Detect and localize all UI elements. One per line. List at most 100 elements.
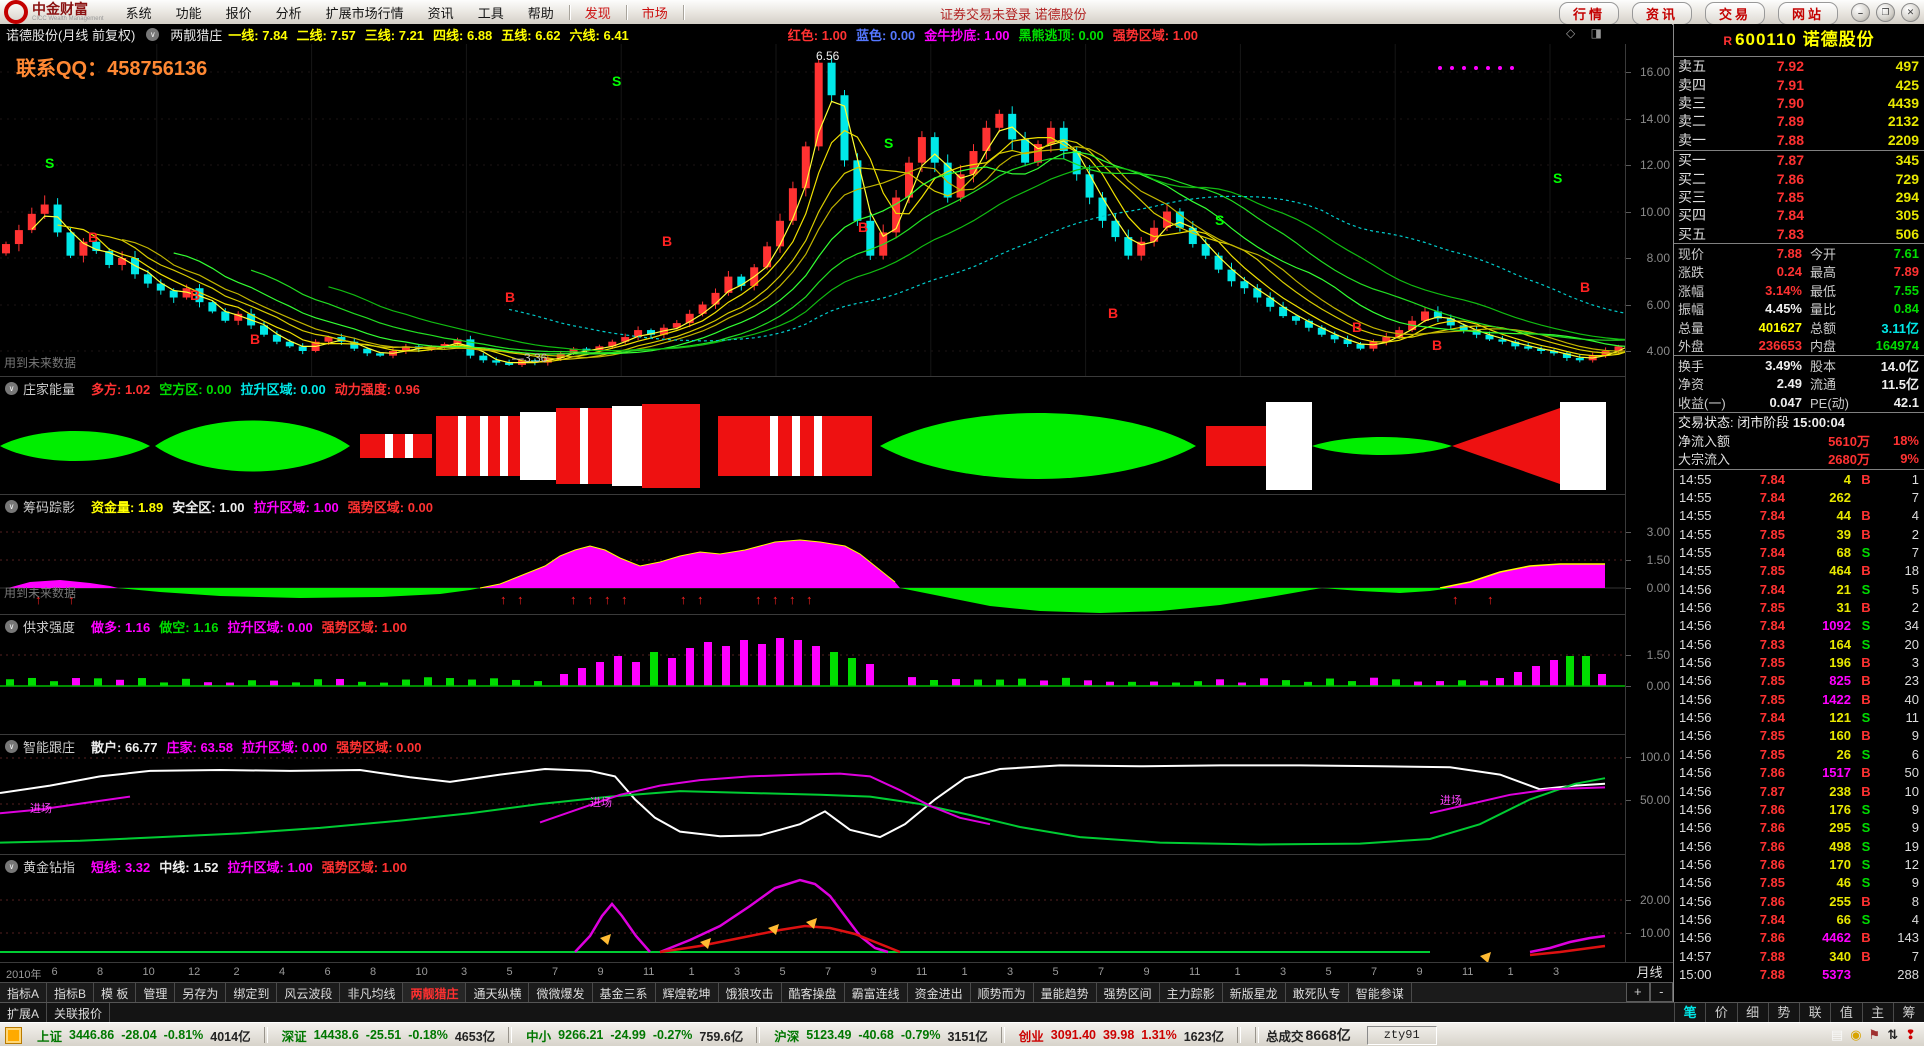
axis-label: 0.00 — [1646, 679, 1670, 693]
tick-list[interactable]: 14:55 7.84 4 B 1 14:55 7.84 262 7 14:55 7.84 44 B 4 14… — [1674, 469, 1924, 984]
tick-row: 14:56 7.86 255 B 8 — [1674, 892, 1924, 910]
menu-item-报价[interactable]: 报价 — [225, 5, 252, 21]
index-深证[interactable]: 深证 14438.6 -25.51 -0.18% 4653亿 — [275, 1026, 496, 1045]
quote-tab-值[interactable]: 值 — [1830, 1003, 1861, 1023]
menu-item-扩展市场行情[interactable]: 扩展市场行情 — [325, 5, 404, 21]
menu-item-功能[interactable]: 功能 — [175, 5, 202, 21]
tick-time: 14:56 — [1679, 801, 1712, 817]
sort-icon[interactable]: ⇅ — [1887, 1027, 1899, 1042]
main-candlestick-chart[interactable]: S S S S S B B B B B B B B B B 6.56 —3.36 — [0, 44, 1626, 376]
index-中小[interactable]: 中小 9266.21 -24.99 -0.27% 759.6亿 — [519, 1026, 743, 1045]
quick-button-行情[interactable]: 行情 — [1558, 2, 1619, 25]
tab-非凡均线[interactable]: 非凡均线 — [340, 983, 404, 1003]
panel-zhuangjia-canvas[interactable] — [0, 398, 1626, 494]
doc-icon[interactable]: ▤ — [1830, 1027, 1844, 1042]
menu-item-系统[interactable]: 系统 — [125, 5, 152, 21]
quote-tab-笔[interactable]: 笔 — [1674, 1003, 1705, 1023]
tab-霸富连线[interactable]: 霸富连线 — [845, 983, 908, 1003]
panel-gongqiu-canvas[interactable] — [0, 636, 1626, 734]
chevron-down-icon[interactable]: ∨ — [5, 381, 18, 395]
quote-tab-价[interactable]: 价 — [1705, 1003, 1736, 1023]
ask-row[interactable]: 卖五 7.92 497 — [1674, 57, 1924, 75]
close-button[interactable]: ✕ — [1901, 3, 1920, 22]
tab-指标B[interactable]: 指标B — [47, 983, 95, 1003]
tab-绑定到[interactable]: 绑定到 — [226, 983, 278, 1003]
menu-item-资讯[interactable]: 资讯 — [427, 5, 454, 21]
quote-tab-联[interactable]: 联 — [1799, 1003, 1830, 1023]
quote-tab-主[interactable]: 主 — [1861, 1003, 1893, 1023]
bid-row[interactable]: 买五 7.83 506 — [1674, 225, 1924, 243]
menu-item-帮助[interactable]: 帮助 — [527, 5, 554, 21]
quote-tab-筹[interactable]: 筹 — [1892, 1003, 1924, 1023]
quote-tab-势[interactable]: 势 — [1767, 1003, 1799, 1023]
ask-row[interactable]: 卖四 7.91 425 — [1674, 75, 1924, 93]
tab-关联报价[interactable]: 关联报价 — [47, 1003, 111, 1023]
quick-button-资讯[interactable]: 资讯 — [1631, 2, 1692, 25]
tab-辉煌乾坤[interactable]: 辉煌乾坤 — [656, 983, 719, 1003]
tab-微微爆发[interactable]: 微微爆发 — [529, 983, 593, 1003]
quote-tab-细[interactable]: 细 — [1736, 1003, 1768, 1023]
quick-button-交易[interactable]: 交易 — [1704, 2, 1765, 25]
divider — [1255, 1027, 1260, 1043]
tab-饿狼攻击[interactable]: 饿狼攻击 — [719, 983, 782, 1003]
stock-header[interactable]: R 600110 诺德股份 — [1674, 24, 1924, 57]
panel-chouma-canvas[interactable]: ↑ ↑ ↑ ↑ ↑ ↑ ↑ ↑ ↑ ↑ ↑ ↑ ↑ ↑ ↑ ↑ — [0, 516, 1626, 614]
tick-side: S — [1861, 820, 1871, 836]
tab-资金进出[interactable]: 资金进出 — [908, 983, 971, 1003]
tab-新版星龙[interactable]: 新版星龙 — [1223, 983, 1286, 1003]
tick-time: 14:56 — [1679, 636, 1712, 652]
tab-管理[interactable]: 管理 — [136, 983, 176, 1003]
panel-zhineng-canvas[interactable]: 进场 进场 进场 — [0, 756, 1626, 854]
chevron-down-icon[interactable]: ∨ — [5, 619, 18, 633]
tab-敢死队专[interactable]: 敢死队专 — [1286, 983, 1349, 1003]
tab-两靓猎庄[interactable]: 两靓猎庄 — [403, 983, 467, 1003]
tab-酷客操盘[interactable]: 酷客操盘 — [782, 983, 845, 1003]
layout-toggle-icons[interactable]: ◇ ◨ — [1566, 26, 1608, 40]
pin-icon[interactable]: ⚑ — [1868, 1027, 1881, 1042]
restore-button[interactable]: ❐ — [1876, 3, 1895, 22]
status-app-icon[interactable] — [5, 1026, 22, 1044]
ask-row[interactable]: 卖一 7.88 2209 — [1674, 131, 1924, 149]
tab-模 板[interactable]: 模 板 — [94, 983, 137, 1003]
menu-item-市场[interactable]: 市场 — [641, 5, 668, 21]
ask-row[interactable]: 卖三 7.90 4439 — [1674, 94, 1924, 112]
stat-value: 7.61 — [1893, 245, 1919, 261]
tab-指标A[interactable]: 指标A — [0, 983, 48, 1003]
alert-icon[interactable]: ❢ — [1905, 1027, 1916, 1042]
bid-row[interactable]: 买一 7.87 345 — [1674, 151, 1924, 169]
tab-基金三系[interactable]: 基金三系 — [593, 983, 656, 1003]
zoom-out-button[interactable]: - — [1649, 982, 1673, 1002]
tick-time: 14:55 — [1679, 545, 1712, 561]
chevron-down-icon[interactable]: ∨ — [5, 859, 18, 873]
indicator-name[interactable]: 两靓猎庄 — [170, 27, 223, 43]
tab-智能参谋[interactable]: 智能参谋 — [1349, 983, 1412, 1003]
index-沪深[interactable]: 沪深 5123.49 -40.68 -0.79% 3151亿 — [767, 1026, 988, 1045]
bid-row[interactable]: 买四 7.84 305 — [1674, 206, 1924, 224]
period-label[interactable]: 月线 — [1626, 962, 1673, 983]
tab-量能趋势[interactable]: 量能趋势 — [1034, 983, 1097, 1003]
menu-item-工具[interactable]: 工具 — [477, 5, 504, 21]
menu-item-分析[interactable]: 分析 — [275, 5, 302, 21]
tab-通天纵横[interactable]: 通天纵横 — [466, 983, 530, 1003]
quick-button-网站[interactable]: 网站 — [1777, 2, 1838, 25]
tab-强势区间[interactable]: 强势区间 — [1097, 983, 1160, 1003]
bid-row[interactable]: 买三 7.85 294 — [1674, 188, 1924, 206]
minimize-button[interactable]: – — [1851, 3, 1870, 22]
chevron-down-icon[interactable]: ∨ — [5, 739, 18, 753]
chevron-down-icon[interactable]: ∨ — [146, 27, 160, 41]
index-上证[interactable]: 上证 3446.86 -28.04 -0.81% 4014亿 — [30, 1026, 251, 1045]
tab-风云波段[interactable]: 风云波段 — [277, 983, 341, 1003]
chevron-down-icon[interactable]: ∨ — [5, 499, 18, 513]
menu-item-发现[interactable]: 发现 — [584, 5, 611, 21]
level-volume: 729 — [1895, 170, 1919, 187]
tab-主力踪影[interactable]: 主力踪影 — [1160, 983, 1223, 1003]
tab-顺势而为[interactable]: 顺势而为 — [971, 983, 1034, 1003]
bid-row[interactable]: 买二 7.86 729 — [1674, 169, 1924, 187]
index-创业[interactable]: 创业 3091.40 39.98 1.31% 1623亿 — [1012, 1026, 1224, 1045]
panel-huangjin-canvas[interactable] — [0, 876, 1626, 962]
tab-扩展A[interactable]: 扩展A — [0, 1003, 48, 1023]
tab-另存为[interactable]: 另存为 — [175, 983, 227, 1003]
coin-icon[interactable]: ◉ — [1850, 1027, 1862, 1042]
zoom-in-button[interactable]: + — [1626, 982, 1650, 1002]
ask-row[interactable]: 卖二 7.89 2132 — [1674, 112, 1924, 130]
